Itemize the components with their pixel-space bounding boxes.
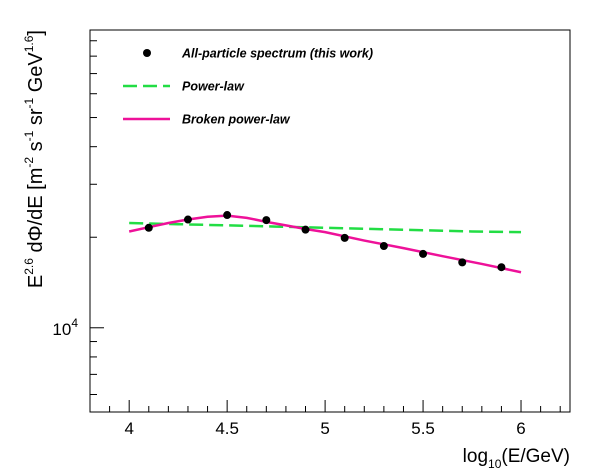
data-point [301, 225, 310, 234]
x-tick-label: 4 [124, 419, 133, 438]
x-tick-label: 5.5 [411, 419, 435, 438]
power-law-curve [129, 221, 522, 234]
data-point [144, 223, 153, 232]
data-point [379, 242, 388, 251]
data-point [223, 211, 232, 220]
data-point [183, 215, 192, 224]
y-tick-label: 104 [52, 316, 78, 339]
y-axis-title: E2.6 dΦ/dE [m-2 s-1 sr-1 GeV1.6] [22, 30, 47, 288]
data-point [497, 263, 506, 272]
data-point [340, 233, 349, 242]
data-point [419, 249, 428, 258]
x-tick-label: 4.5 [215, 419, 239, 438]
legend-label: All-particle spectrum (this work) [181, 47, 373, 61]
legend-label: Broken power-law [182, 113, 291, 127]
legend-marker-points [143, 49, 151, 57]
data-point [458, 258, 467, 267]
x-axis-title: log10(E/GeV) [463, 446, 570, 471]
x-tick-label: 5 [320, 419, 329, 438]
plot-frame [89, 29, 571, 413]
x-tick-label: 6 [516, 419, 525, 438]
legend-label: Power-law [182, 80, 245, 94]
data-point [262, 216, 271, 225]
